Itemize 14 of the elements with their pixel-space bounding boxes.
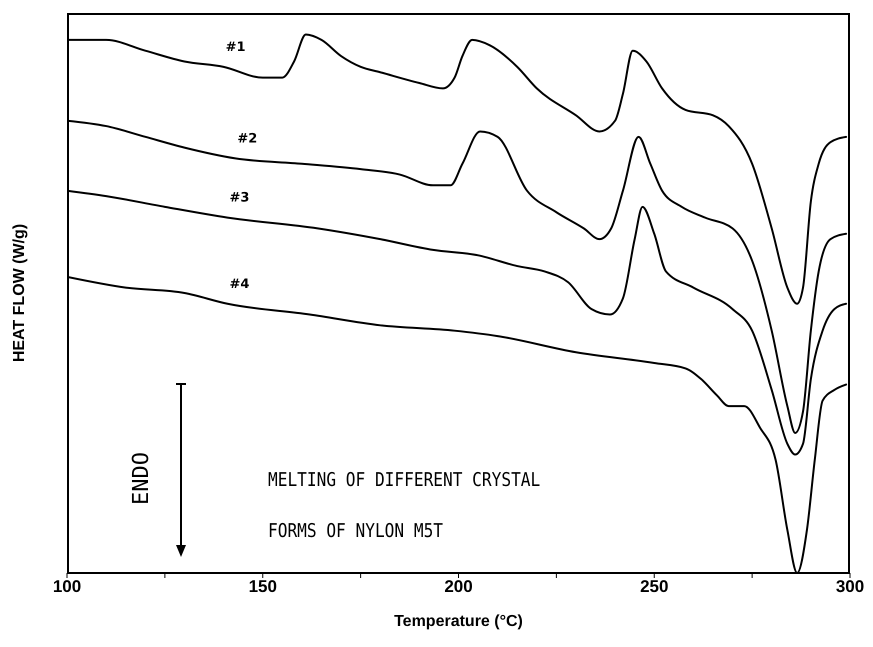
x-tick-label: 300 (836, 577, 864, 596)
series-label: #3 (230, 190, 250, 206)
x-axis-title: Temperature (°C) (394, 613, 523, 630)
series-label: #2 (237, 131, 258, 146)
x-tick-label: 150 (248, 577, 277, 596)
x-tick-label: 200 (444, 577, 473, 596)
annotation: MELTING OF DIFFERENT CRYSTAL (268, 469, 540, 491)
y-axis-title: HEAT FLOW (W/g) (11, 224, 29, 362)
series-label: #4 (230, 276, 250, 292)
annotation: ENDO (128, 452, 154, 504)
series-label: #1 (226, 40, 246, 55)
annotation: FORMS OF NYLON M5T (268, 520, 444, 542)
x-tick-label: 100 (52, 577, 82, 596)
x-tick-label: 250 (640, 577, 668, 596)
